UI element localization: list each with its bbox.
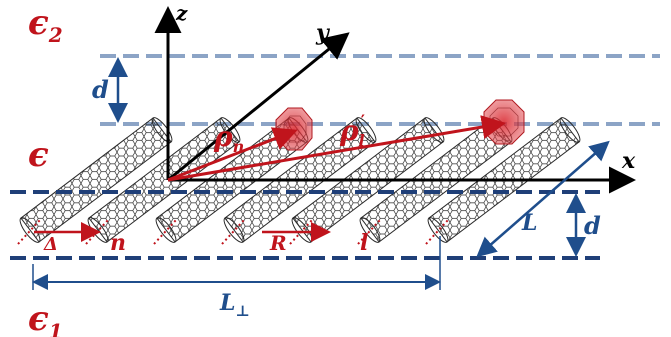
rho-l-label: ρl′ [339, 111, 365, 150]
l-length-label: L [521, 210, 537, 236]
charge-sphere-n [275, 107, 313, 151]
axis-label-x: x [621, 148, 636, 174]
l-length-arrow [476, 140, 610, 258]
delta-label: Δ [43, 234, 58, 255]
d-right-label: d [584, 211, 601, 240]
l-label: l [360, 230, 368, 256]
rho-l-vector [167, 115, 506, 182]
axis-label-y: y [315, 20, 331, 46]
epsilon-2-label: ϵ2 [28, 3, 63, 47]
r-label: R [269, 231, 287, 255]
d-top-label: d [92, 75, 109, 104]
tube-axis-dots [17, 219, 449, 245]
rho-n-vector [167, 127, 298, 182]
y-axis [167, 32, 350, 182]
nanotube [19, 117, 173, 243]
n-label: n [110, 230, 126, 256]
charge-sphere-l [483, 99, 525, 145]
axis-label-z: z [175, 1, 188, 25]
epsilon-1-label: ϵ1 [28, 299, 63, 337]
epsilon-label: ϵ [28, 135, 49, 175]
l-perp-label: L⊥ [219, 290, 250, 320]
rho-n-label: ρn [213, 120, 244, 156]
